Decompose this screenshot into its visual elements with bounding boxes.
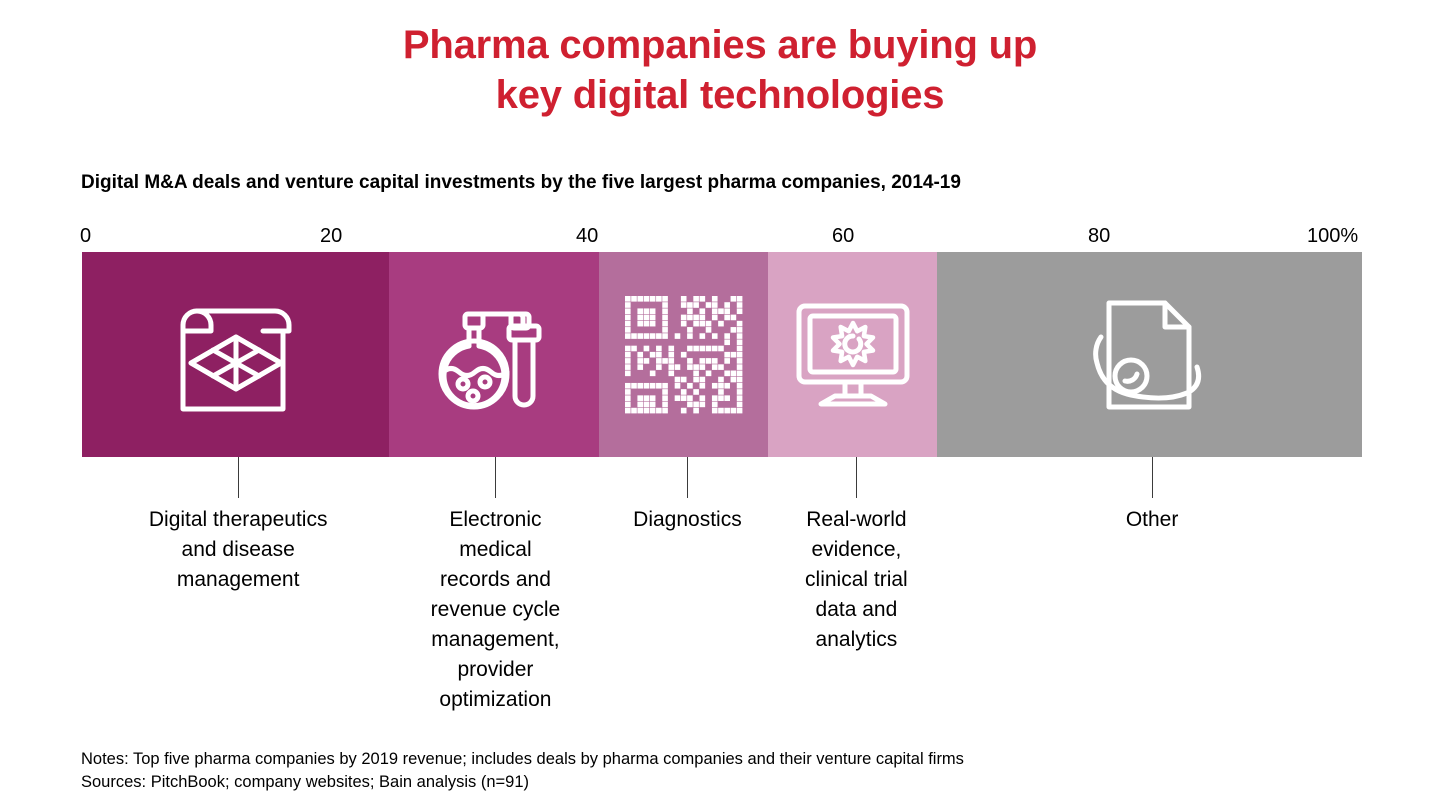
qr-code-icon — [624, 295, 743, 414]
axis-tick-label: 80 — [1088, 225, 1111, 247]
bar-segment[interactable] — [389, 252, 600, 457]
category-label-line: revenue cycle — [430, 598, 561, 621]
bar-segment[interactable] — [82, 252, 390, 457]
category-label-line: management, — [431, 628, 560, 651]
category-label-line: provider — [457, 658, 534, 681]
leader-line — [687, 457, 689, 498]
category-label-line: management — [176, 568, 300, 591]
category-label: Electronic medical records and revenue cycl… — [375, 505, 615, 715]
leader-line — [238, 457, 240, 498]
category-label-line: Real-world — [806, 508, 907, 531]
flask-testtube-icon — [435, 296, 553, 414]
document-stethoscope-icon — [1087, 293, 1211, 417]
footnote-sources: Sources: PitchBook; company websites; Ba… — [81, 773, 530, 791]
leader-line — [1152, 457, 1154, 498]
footnote-notes: Notes: Top five pharma companies by 2019… — [81, 750, 964, 768]
category-label: Real-world evidence, clinical trial data an… — [736, 505, 976, 655]
category-label-line: clinical trial — [805, 568, 908, 591]
page-title: Pharma companies are buying up key digit… — [0, 20, 1440, 120]
category-label-line: data and — [815, 598, 898, 621]
monitor-gear-icon — [793, 300, 913, 410]
category-label-line: medical — [459, 538, 532, 561]
category-label-line: evidence, — [811, 538, 902, 561]
axis-tick-label: 20 — [320, 225, 343, 247]
category-label: Diagnostics — [567, 505, 807, 535]
category-label-line: Diagnostics — [633, 508, 742, 531]
category-label-line: optimization — [439, 688, 552, 711]
category-label: Other — [1032, 505, 1272, 535]
category-label: Digital therapeutics and disease managemen… — [118, 505, 358, 595]
category-label-line: analytics — [815, 628, 898, 651]
chart-subtitle: Digital M&A deals and venture capital in… — [81, 172, 961, 193]
category-label-line: Other — [1125, 508, 1179, 531]
page-title-line-2: key digital technologies — [495, 73, 945, 117]
axis-tick-label: 40 — [576, 225, 599, 247]
bar-segment[interactable] — [937, 252, 1362, 457]
category-label-line: and disease — [181, 538, 295, 561]
axis-tick-label: 0 — [80, 225, 92, 247]
leader-line — [856, 457, 858, 498]
category-label-line: Digital therapeutics — [148, 508, 328, 531]
page-title-line-1: Pharma companies are buying up — [402, 23, 1038, 67]
leader-line — [495, 457, 497, 498]
axis-tick-label: 60 — [832, 225, 855, 247]
axis-tick-label: 100% — [1307, 225, 1359, 247]
stacked-bar-chart — [82, 252, 1362, 457]
x-axis: 0 20 40 60 80 100% — [0, 224, 1440, 250]
category-label-line: records and — [439, 568, 551, 591]
bar-segment[interactable] — [599, 252, 769, 457]
document-cube-icon — [177, 293, 295, 417]
footnotes: Notes: Top five pharma companies by 2019… — [81, 748, 964, 794]
category-label-line: Electronic — [449, 508, 542, 531]
bar-segment[interactable] — [768, 252, 937, 457]
